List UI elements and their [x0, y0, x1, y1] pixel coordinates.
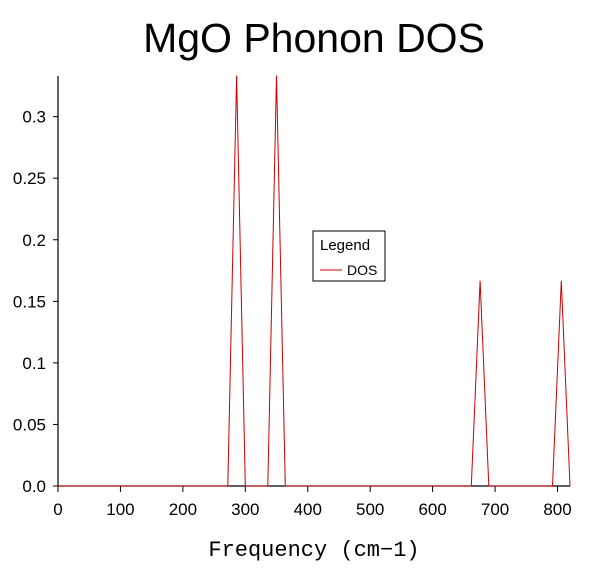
x-axis-label: Frequency (cm−1) — [208, 538, 419, 563]
y-tick-label: 0.1 — [22, 354, 46, 373]
x-tick-label: 300 — [231, 500, 259, 519]
x-tick-label: 400 — [294, 500, 322, 519]
x-tick-label: 100 — [106, 500, 134, 519]
x-tick-label: 0 — [53, 500, 62, 519]
series-line-dos — [58, 75, 571, 487]
x-tick-label: 800 — [543, 500, 571, 519]
y-tick-label: 0.3 — [22, 108, 46, 127]
chart-title: MgO Phonon DOS — [143, 15, 485, 61]
y-tick-label: 0.15 — [13, 292, 46, 311]
series-layer — [58, 75, 571, 487]
x-tick-label: 500 — [356, 500, 384, 519]
legend: Legend DOS — [312, 230, 386, 282]
legend-title: Legend — [320, 237, 370, 254]
y-tick-label: 0.0 — [22, 477, 46, 496]
x-tick-label: 600 — [418, 500, 446, 519]
y-tick-label: 0.2 — [22, 231, 46, 250]
x-tick-label: 200 — [169, 500, 197, 519]
x-tick-label: 700 — [481, 500, 509, 519]
legend-box — [312, 230, 386, 282]
y-tick-label: 0.25 — [13, 169, 46, 188]
x-axis: 0 100 200 300 400 500 600 700 800 — [53, 486, 572, 519]
y-tick-label: 0.05 — [13, 415, 46, 434]
y-axis: 0.0 0.05 0.1 0.15 0.2 0.25 0.3 — [13, 108, 58, 496]
legend-entry-dos: DOS — [347, 262, 377, 278]
